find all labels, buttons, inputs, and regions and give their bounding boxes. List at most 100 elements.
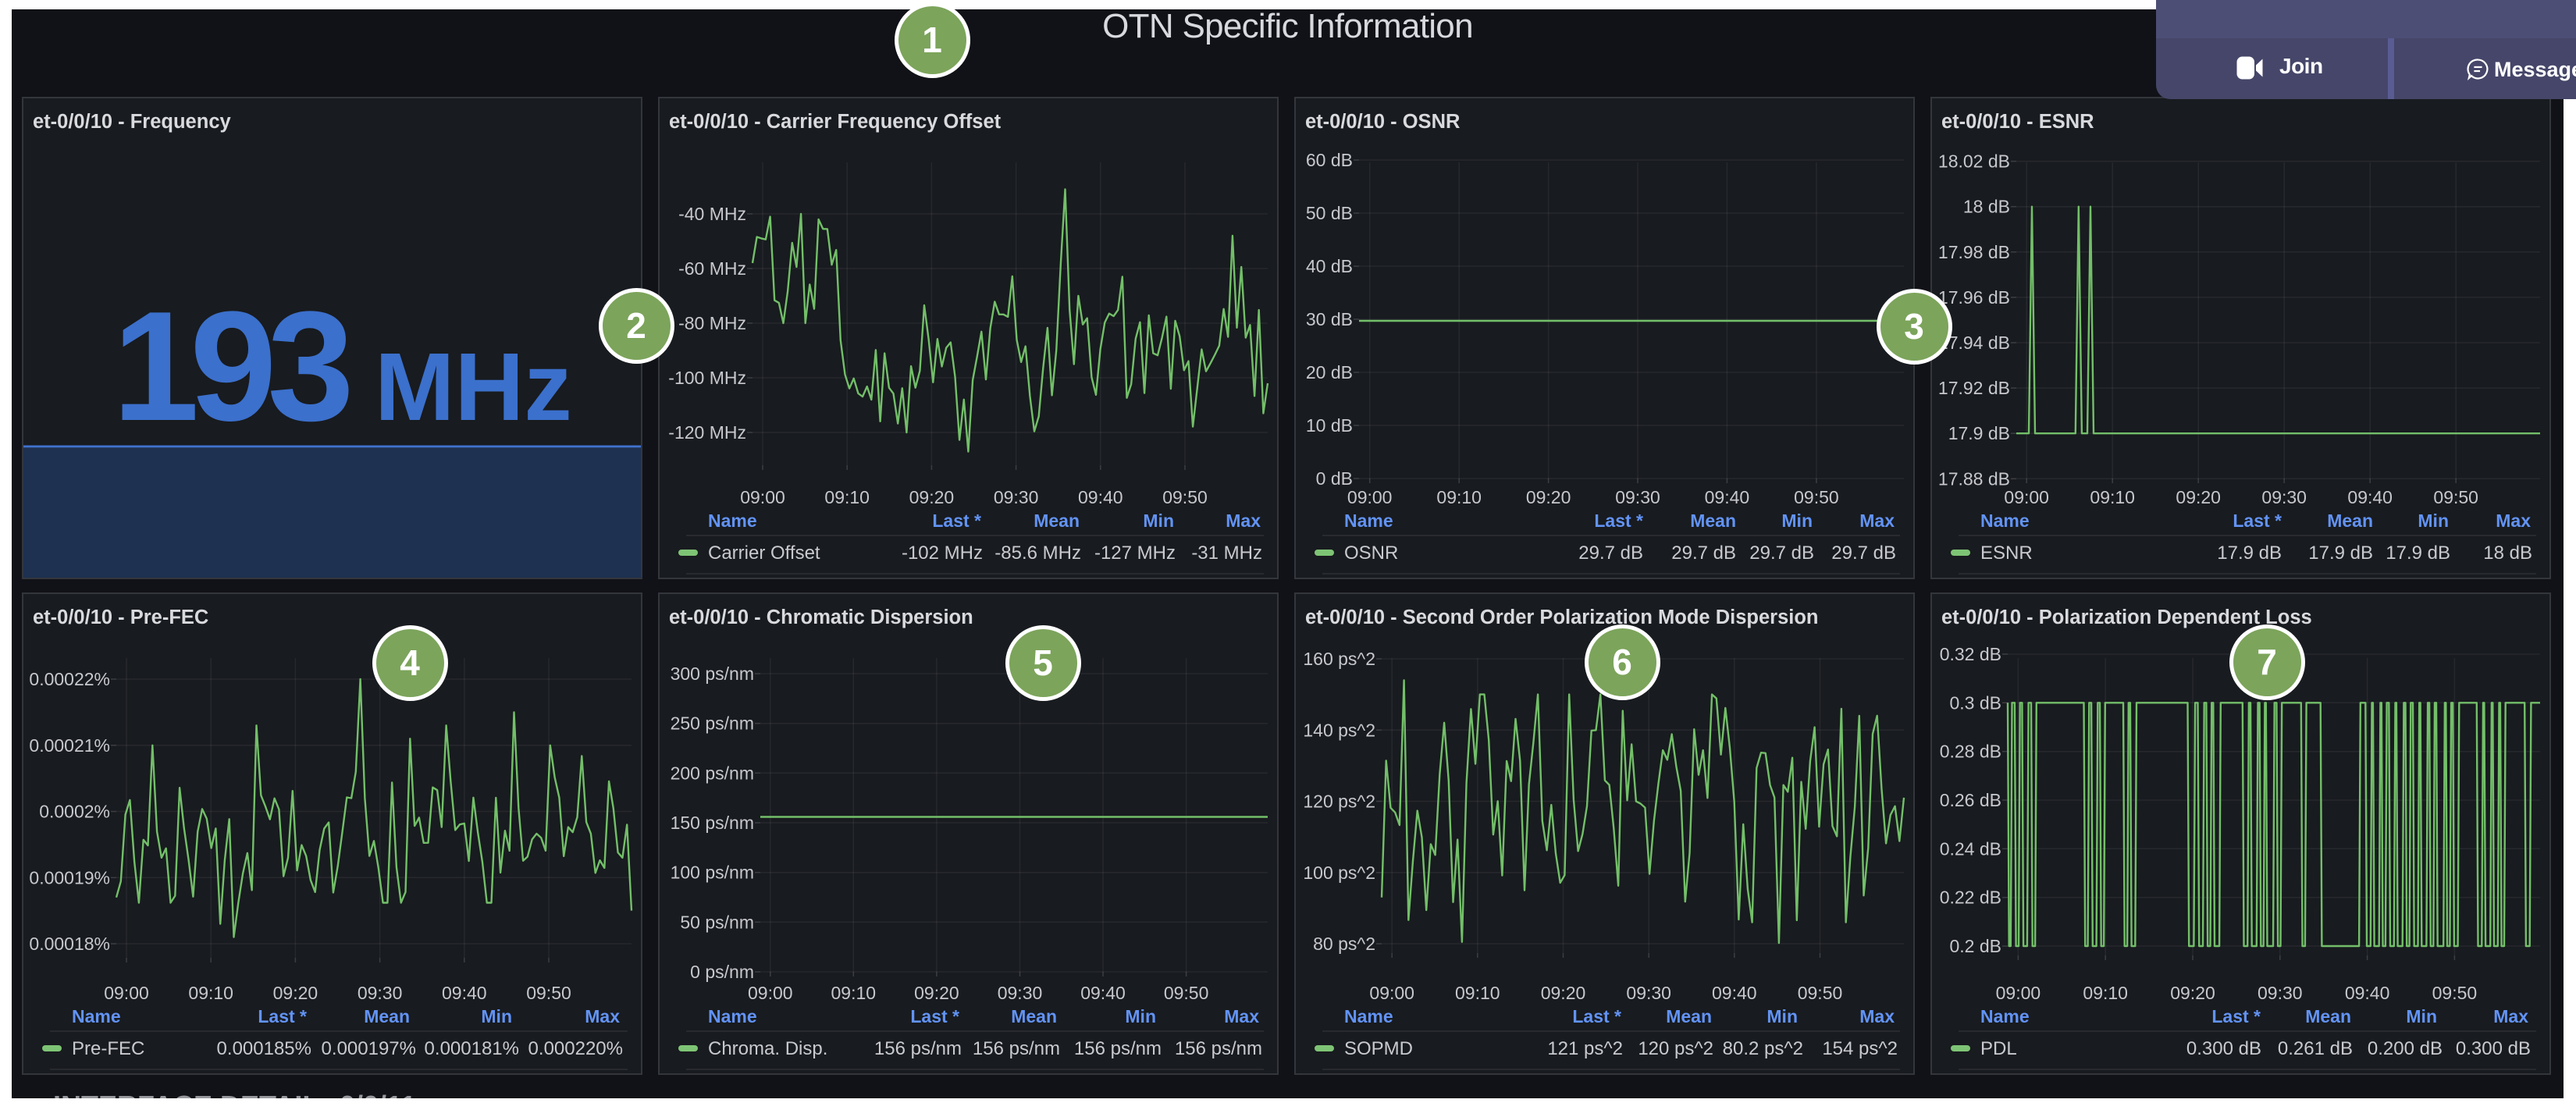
svg-text:Min: Min — [1767, 1006, 1798, 1026]
svg-text:100 ps/nm: 100 ps/nm — [671, 863, 754, 883]
svg-text:Name: Name — [1344, 511, 1393, 531]
svg-text:09:00: 09:00 — [1996, 983, 2041, 1003]
svg-text:18 dB: 18 dB — [2483, 543, 2532, 564]
svg-text:30 dB: 30 dB — [1306, 309, 1353, 329]
svg-text:100 ps^2: 100 ps^2 — [1303, 863, 1375, 883]
svg-text:-31 MHz: -31 MHz — [1191, 543, 1262, 564]
svg-text:Name: Name — [708, 511, 757, 531]
svg-text:193: 193 — [112, 279, 348, 454]
svg-text:09:30: 09:30 — [2258, 983, 2303, 1003]
svg-text:et-0/0/10 - Pre-FEC: et-0/0/10 - Pre-FEC — [33, 607, 208, 628]
svg-text:09:50: 09:50 — [2433, 487, 2478, 507]
svg-text:09:10: 09:10 — [1455, 983, 1500, 1003]
svg-text:Name: Name — [1344, 1006, 1393, 1026]
svg-text:09:10: 09:10 — [831, 983, 877, 1003]
svg-text:17.9 dB: 17.9 dB — [2386, 543, 2450, 564]
svg-text:200 ps/nm: 200 ps/nm — [671, 763, 754, 783]
svg-text:09:30: 09:30 — [1626, 983, 1671, 1003]
svg-text:Carrier Offset: Carrier Offset — [708, 543, 820, 564]
svg-text:OSNR: OSNR — [1344, 543, 1398, 564]
svg-text:0.300 dB: 0.300 dB — [2456, 1038, 2531, 1059]
svg-text:0.00018%: 0.00018% — [29, 934, 110, 954]
svg-text:09:10: 09:10 — [1436, 487, 1482, 507]
svg-text:09:50: 09:50 — [1798, 983, 1843, 1003]
svg-text:Last *: Last * — [1572, 1006, 1621, 1026]
svg-text:Mean: Mean — [364, 1006, 410, 1026]
svg-text:Min: Min — [1125, 1006, 1156, 1026]
svg-text:29.7 dB: 29.7 dB — [1671, 543, 1736, 564]
svg-text:300 ps/nm: 300 ps/nm — [671, 664, 754, 684]
svg-text:09:20: 09:20 — [1541, 983, 1586, 1003]
svg-text:0.32 dB: 0.32 dB — [1940, 644, 2001, 664]
svg-text:17.88 dB: 17.88 dB — [1938, 468, 2010, 489]
svg-text:09:40: 09:40 — [2345, 983, 2390, 1003]
svg-text:09:30: 09:30 — [1615, 487, 1660, 507]
svg-text:09:20: 09:20 — [273, 983, 318, 1003]
svg-text:-85.6 MHz: -85.6 MHz — [994, 543, 1081, 564]
svg-text:0.000185%: 0.000185% — [217, 1038, 311, 1059]
svg-text:et-0/0/10 - ESNR: et-0/0/10 - ESNR — [1941, 111, 2094, 133]
svg-text:-60 MHz: -60 MHz — [678, 258, 746, 279]
svg-text:Name: Name — [72, 1006, 121, 1026]
svg-text:09:30: 09:30 — [994, 487, 1039, 507]
svg-text:121 ps^2: 121 ps^2 — [1547, 1038, 1623, 1059]
svg-text:0.0002%: 0.0002% — [39, 802, 110, 822]
svg-text:Name: Name — [708, 1006, 757, 1026]
svg-text:40 dB: 40 dB — [1306, 256, 1353, 276]
svg-text:Min: Min — [2418, 511, 2449, 531]
svg-text:Max: Max — [1226, 511, 1261, 531]
svg-text:09:10: 09:10 — [2090, 487, 2135, 507]
svg-text:0 dB: 0 dB — [1316, 468, 1353, 489]
svg-text:09:40: 09:40 — [2347, 487, 2393, 507]
svg-text:09:20: 09:20 — [914, 983, 959, 1003]
svg-text:156 ps/nm: 156 ps/nm — [874, 1038, 962, 1059]
svg-text:17.92 dB: 17.92 dB — [1938, 378, 2010, 398]
svg-text:09:10: 09:10 — [824, 487, 870, 507]
svg-text:29.7 dB: 29.7 dB — [1578, 543, 1643, 564]
svg-text:0.00022%: 0.00022% — [29, 669, 110, 689]
svg-text:160 ps^2: 160 ps^2 — [1303, 649, 1375, 669]
svg-text:et-0/0/10 - Second Order Polar: et-0/0/10 - Second Order Polarization Mo… — [1305, 607, 1818, 628]
svg-text:Mean: Mean — [1011, 1006, 1057, 1026]
svg-text:Mean: Mean — [1666, 1006, 1712, 1026]
svg-text:29.7 dB: 29.7 dB — [1749, 543, 1814, 564]
svg-text:Max: Max — [2493, 1006, 2528, 1026]
svg-text:09:40: 09:40 — [1080, 983, 1126, 1003]
svg-text:09:40: 09:40 — [1712, 983, 1757, 1003]
svg-text:250 ps/nm: 250 ps/nm — [671, 713, 754, 734]
svg-text:Min: Min — [1781, 511, 1813, 531]
svg-text:0.28 dB: 0.28 dB — [1940, 742, 2001, 762]
svg-text:Name: Name — [1980, 511, 2030, 531]
svg-text:10 dB: 10 dB — [1306, 415, 1353, 436]
svg-text:09:30: 09:30 — [998, 983, 1043, 1003]
svg-text:17.9 dB: 17.9 dB — [2217, 543, 2282, 564]
svg-text:09:20: 09:20 — [1526, 487, 1571, 507]
svg-text:09:40: 09:40 — [1705, 487, 1750, 507]
svg-text:09:40: 09:40 — [442, 983, 487, 1003]
svg-text:Last *: Last * — [2211, 1006, 2261, 1026]
svg-text:09:20: 09:20 — [2176, 487, 2221, 507]
svg-text:17.96 dB: 17.96 dB — [1938, 287, 2010, 308]
svg-text:Min: Min — [2406, 1006, 2437, 1026]
svg-text:et-0/0/10 - OSNR: et-0/0/10 - OSNR — [1305, 111, 1460, 133]
svg-text:0.24 dB: 0.24 dB — [1940, 838, 2001, 859]
svg-text:Last *: Last * — [258, 1006, 307, 1026]
svg-text:MHz: MHz — [375, 334, 572, 441]
svg-text:Mean: Mean — [1034, 511, 1080, 531]
svg-text:et-0/0/10 - Polarization Depen: et-0/0/10 - Polarization Dependent Loss — [1941, 607, 2312, 628]
svg-text:156 ps/nm: 156 ps/nm — [1074, 1038, 1162, 1059]
svg-text:Last *: Last * — [1594, 511, 1643, 531]
svg-text:Mean: Mean — [1690, 511, 1736, 531]
svg-text:et-0/0/10 - Frequency: et-0/0/10 - Frequency — [33, 111, 231, 133]
svg-text:-100 MHz: -100 MHz — [668, 368, 746, 388]
svg-text:09:00: 09:00 — [104, 983, 149, 1003]
svg-text:09:00: 09:00 — [2004, 487, 2049, 507]
svg-text:09:50: 09:50 — [526, 983, 571, 1003]
svg-text:et-0/0/10 - Chromatic Dispersi: et-0/0/10 - Chromatic Dispersion — [669, 607, 973, 628]
svg-text:0.000220%: 0.000220% — [528, 1038, 623, 1059]
svg-text:-40 MHz: -40 MHz — [678, 204, 746, 224]
svg-text:-102 MHz: -102 MHz — [902, 543, 983, 564]
svg-text:Last *: Last * — [2233, 511, 2282, 531]
svg-text:Mean: Mean — [2305, 1006, 2351, 1026]
svg-text:09:50: 09:50 — [1162, 487, 1208, 507]
